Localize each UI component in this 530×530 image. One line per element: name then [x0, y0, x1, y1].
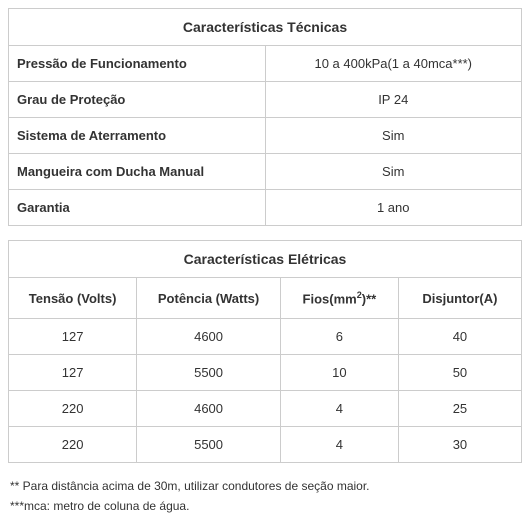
table2-title: Características Elétricas [9, 241, 522, 278]
footnote-1: ** Para distância acima de 30m, utilizar… [10, 479, 520, 493]
t1-value: 10 a 400kPa(1 a 40mca***) [265, 46, 522, 82]
footnote-2: ***mca: metro de coluna de água. [10, 499, 520, 513]
t2-cell: 25 [398, 391, 521, 427]
table-row: Sistema de Aterramento Sim [9, 118, 522, 154]
table-row: 220 5500 4 30 [9, 427, 522, 463]
table-row: 220 4600 4 25 [9, 391, 522, 427]
footnotes: ** Para distância acima de 30m, utilizar… [8, 477, 522, 521]
t1-value: 1 ano [265, 190, 522, 226]
t1-value: Sim [265, 118, 522, 154]
t1-label: Garantia [9, 190, 266, 226]
t2-cell: 30 [398, 427, 521, 463]
t2-cell: 40 [398, 319, 521, 355]
t2-cell: 220 [9, 391, 137, 427]
t2-cell: 4 [280, 427, 398, 463]
t1-value: Sim [265, 154, 522, 190]
t2-cell: 127 [9, 319, 137, 355]
t2-col-wires: Fios(mm2)** [280, 278, 398, 319]
t2-col-voltage: Tensão (Volts) [9, 278, 137, 319]
t2-cell: 6 [280, 319, 398, 355]
table-row: Grau de Proteção IP 24 [9, 82, 522, 118]
t2-cell: 5500 [137, 355, 281, 391]
technical-characteristics-table: Características Técnicas Pressão de Func… [8, 8, 522, 226]
t2-cell: 4 [280, 391, 398, 427]
t2-cell: 5500 [137, 427, 281, 463]
t2-cell: 10 [280, 355, 398, 391]
t1-label: Grau de Proteção [9, 82, 266, 118]
t1-label: Pressão de Funcionamento [9, 46, 266, 82]
t2-cell: 4600 [137, 319, 281, 355]
t2-cell: 220 [9, 427, 137, 463]
table-row: Pressão de Funcionamento 10 a 400kPa(1 a… [9, 46, 522, 82]
t2-col-breaker: Disjuntor(A) [398, 278, 521, 319]
electrical-characteristics-table: Características Elétricas Tensão (Volts)… [8, 240, 522, 463]
t1-label: Mangueira com Ducha Manual [9, 154, 266, 190]
t1-label: Sistema de Aterramento [9, 118, 266, 154]
table-row: 127 4600 6 40 [9, 319, 522, 355]
t2-cell: 4600 [137, 391, 281, 427]
table1-title: Características Técnicas [9, 9, 522, 46]
t2-cell: 50 [398, 355, 521, 391]
t2-cell: 127 [9, 355, 137, 391]
t1-value: IP 24 [265, 82, 522, 118]
table-row: Mangueira com Ducha Manual Sim [9, 154, 522, 190]
table-row: 127 5500 10 50 [9, 355, 522, 391]
t2-col-power: Potência (Watts) [137, 278, 281, 319]
table-row: Garantia 1 ano [9, 190, 522, 226]
